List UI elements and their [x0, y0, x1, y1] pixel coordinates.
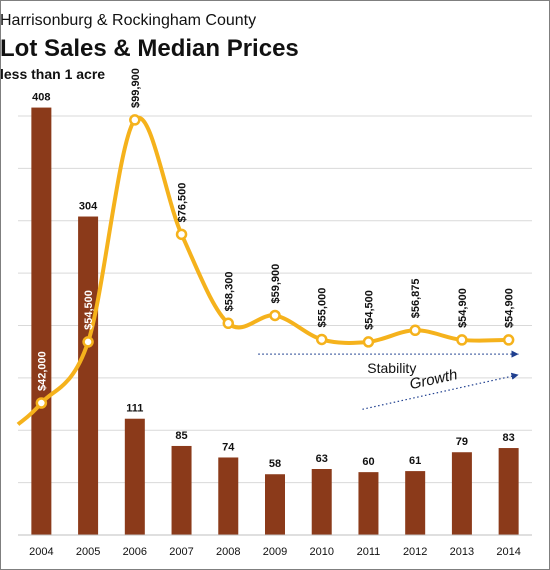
price-label-2010: $55,000 [317, 288, 329, 328]
price-point-2006 [129, 114, 141, 126]
x-tick-2011: 2011 [357, 546, 381, 558]
bar-2014 [498, 448, 519, 535]
x-tick-2007: 2007 [169, 546, 193, 558]
bar-label-2009: 58 [269, 458, 281, 470]
price-label-2013: $54,900 [457, 288, 469, 328]
price-label-2006: $99,900 [130, 68, 142, 108]
x-tick-2006: 2006 [123, 546, 147, 558]
bar-2008 [218, 457, 239, 535]
price-point-2008 [222, 317, 235, 330]
chart-supertitle: Harrisonburg & Rockingham County [0, 12, 257, 29]
bar-label-2004: 408 [32, 92, 50, 104]
x-tick-2013: 2013 [450, 546, 474, 558]
price-point-2004 [35, 397, 48, 409]
bar-2010 [311, 469, 332, 535]
price-label-2009: $59,900 [270, 264, 282, 304]
bar-label-2013: 79 [456, 436, 468, 448]
bar-label-2005: 304 [79, 201, 98, 213]
bar-label-2011: 60 [362, 456, 374, 468]
x-tick-2005: 2005 [76, 546, 100, 558]
x-tick-2004: 2004 [29, 546, 53, 558]
bar-label-2014: 83 [503, 432, 515, 444]
x-tick-2012: 2012 [403, 546, 427, 558]
price-point-2012 [409, 324, 421, 337]
price-point-2007 [175, 228, 188, 241]
price-label-2011: $54,500 [363, 290, 375, 330]
price-label-2004: $42,000 [36, 351, 48, 391]
price-point-2014 [502, 334, 515, 346]
price-point-2013 [456, 334, 468, 346]
bar-label-2008: 74 [222, 441, 235, 453]
bar-label-2007: 85 [175, 430, 187, 442]
price-label-2007: $76,500 [177, 183, 189, 223]
bar-2004 [31, 107, 52, 536]
bar-2009 [265, 474, 285, 535]
x-tick-2009: 2009 [263, 546, 287, 558]
bar-2012 [405, 471, 426, 535]
bar-2011 [358, 472, 379, 535]
x-tick-2010: 2010 [309, 546, 333, 558]
growth-arrow [362, 372, 519, 410]
price-label-2014: $54,900 [504, 288, 516, 328]
bar-label-2006: 111 [126, 403, 143, 415]
price-point-2009 [269, 309, 281, 322]
price-point-2005 [82, 336, 94, 348]
bar-label-2012: 61 [409, 455, 421, 467]
bar-2005 [78, 216, 99, 535]
x-tick-2008: 2008 [216, 546, 240, 558]
bar-2013 [451, 452, 472, 535]
bar-2006 [124, 418, 145, 535]
bar-2007 [171, 445, 192, 535]
chart-subtitle: less than 1 acre [0, 66, 106, 82]
price-point-2010 [315, 333, 328, 346]
x-tick-2014: 2014 [496, 546, 520, 558]
price-point-2011 [362, 336, 375, 348]
price-label-2005: $54,500 [83, 290, 95, 330]
price-label-2008: $58,300 [223, 272, 235, 312]
price-label-2012: $56,875 [410, 279, 422, 319]
bar-label-2010: 63 [316, 453, 328, 465]
stability-label: Stability [367, 360, 416, 376]
chart-title: Lot Sales & Median Prices [0, 35, 299, 62]
